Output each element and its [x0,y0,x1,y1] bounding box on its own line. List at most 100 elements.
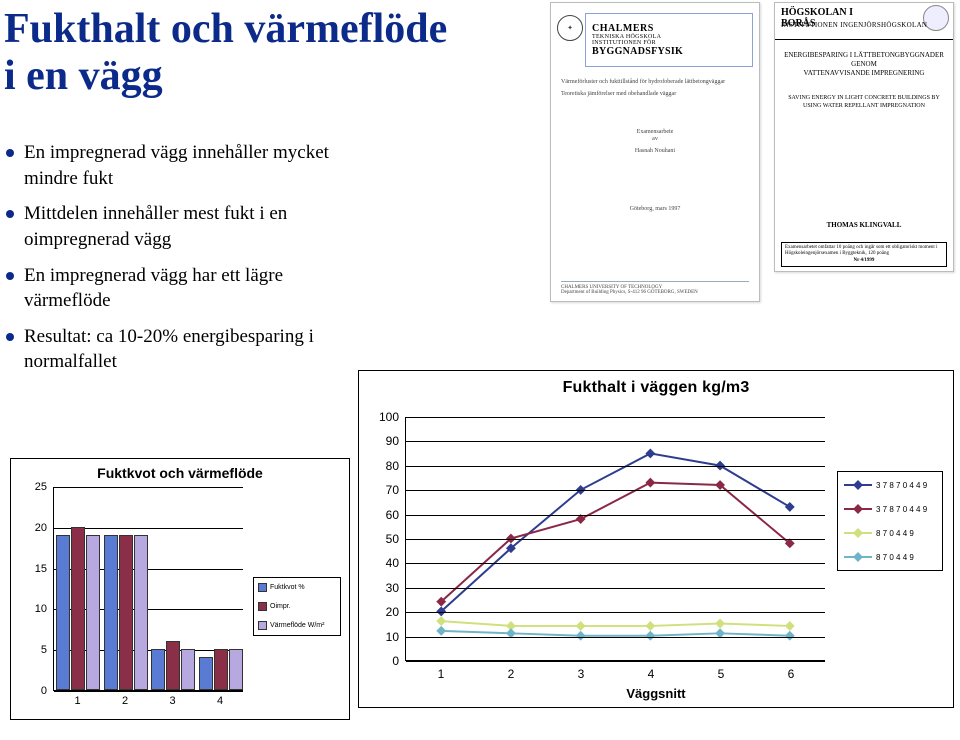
line-gridline [406,466,825,467]
doc2-foot-txt: Examensarbetet omfattar 10 poäng och ing… [785,245,943,257]
legend-label: Fuktkvot % [270,584,305,591]
series-marker [785,621,795,631]
bar-ytick-label: 20 [13,522,47,534]
line-gridline [406,417,825,418]
bar-ytick-label: 25 [13,481,47,493]
bullet-list: En impregnerad vägg innehåller mycket mi… [6,140,346,385]
bullet-dot-icon [6,333,14,341]
line-ytick-label: 50 [363,532,399,546]
line-gridline [406,588,825,589]
doc2-mid3: VATTENAVVISANDE IMPREGNERING [781,69,947,78]
line-ytick-label: 10 [363,630,399,644]
bar [214,649,228,690]
legend-label: Oimpr. [270,603,291,610]
line-chart-title: Fukthalt i väggen kg/m3 [359,379,953,397]
bullet-text: En impregnerad vägg har ett lägre värmef… [24,263,346,314]
legend-label: 8 7 0 4 4 9 [876,553,914,562]
page-title: Fukthalt och värmeflödei en vägg [4,6,447,100]
bullet-text: En impregnerad vägg innehåller mycket mi… [24,140,346,191]
bullet-item: Resultat: ca 10-20% energibesparing i no… [6,324,346,375]
line-ytick-label: 30 [363,581,399,595]
series-marker [436,626,446,636]
line-gridline [406,637,825,638]
series-marker [436,616,446,626]
bar-cluster [56,527,100,690]
line-ytick-label: 80 [363,459,399,473]
doc-footer: CHALMERS UNIVERSITY OF TECHNOLOGY Depart… [561,281,749,295]
doc-banner-line1: CHALMERS [592,23,752,34]
legend-item: 8 7 0 4 4 9 [844,552,936,562]
bullet-item: Mittdelen innehåller mest fukt i en oimp… [6,201,346,252]
series-marker [645,449,655,459]
bar [71,527,85,690]
doc2-mid1: ENERGIBESPARING I LÄTTBETONGBYGGNADER [781,51,947,60]
bar-xtick-label: 1 [54,695,101,707]
line-xtick-label: 2 [476,667,546,681]
bar [199,657,213,690]
doc-banner-line3: BYGGNADSFYSIK [592,46,752,57]
line-ytick-label: 70 [363,483,399,497]
line-xtick-label: 6 [756,667,826,681]
bullet-dot-icon [6,210,14,218]
doc-date: Göteborg, mars 1997 [561,206,749,214]
line-plot-area: 0102030405060708090100123456 [405,417,825,661]
bar-cluster [199,649,243,690]
line-xtick-label: 5 [686,667,756,681]
doc-body-title: Värmeförluster och fukttillstånd för hyd… [561,79,749,87]
line-chart-legend: 3 7 8 7 0 4 4 9 3 7 8 7 0 4 4 9 8 7 0 4 4 … [837,471,943,571]
bar-xtick-label: 3 [149,695,196,707]
legend-marker [844,528,872,538]
bar-cluster [151,641,195,690]
bullet-item: En impregnerad vägg har ett lägre värmef… [6,263,346,314]
doc2-foot-nr: Nr 4/1999 [785,258,943,264]
legend-label: 3 7 8 7 0 4 4 9 [876,505,927,514]
bar-plot-area: 05101520251234 [53,487,243,691]
doc-foot2: Department of Building Physics, S-412 96… [561,290,749,295]
chalmers-seal-icon: ✦ [557,15,583,41]
bar-ytick-label: 10 [13,603,47,615]
legend-item: 3 7 8 7 0 4 4 9 [844,504,936,514]
line-ytick-label: 0 [363,654,399,668]
line-gridline [406,490,825,491]
bar [166,641,180,690]
legend-item: 8 7 0 4 4 9 [844,528,936,538]
line-ytick-label: 40 [363,556,399,570]
doc2-rule [775,39,953,40]
legend-label: 3 7 8 7 0 4 4 9 [876,481,927,490]
bar-chart-panel: Fuktkvot och värmeflöde 05101520251234 F… [10,458,350,720]
series-marker [645,478,655,488]
doc2-mid2: GENOM [781,60,947,69]
series-marker [715,619,725,629]
bar [151,649,165,690]
bar [86,535,100,690]
doc2-sub: INSTITUTIONEN INGENJÖRSHÖGSKOLAN [781,21,927,29]
doc-body-sub: Teoretiska jämförelser med obehandlade v… [561,91,749,99]
line-ytick-label: 20 [363,605,399,619]
doc-body-exam: Examensarbeteav [561,129,749,145]
line-gridline [406,441,825,442]
line-chart-xlabel: Väggsnitt [359,686,953,701]
series-line [441,631,790,636]
legend-swatch [258,583,267,592]
bar [56,535,70,690]
series-marker [645,621,655,631]
legend-marker [844,480,872,490]
line-ytick-label: 100 [363,410,399,424]
bar-chart-legend: Fuktkvot % Oimpr. Värmeflöde W/m² [253,577,341,636]
legend-label: 8 7 0 4 4 9 [876,529,914,538]
doc-thumb-chalmers: ✦ CHALMERS TEKNISKA HÖGSKOLA INSTITUTION… [550,2,760,302]
line-gridline [406,539,825,540]
bar-ytick-label: 0 [13,685,47,697]
bar [229,649,243,690]
line-ytick-label: 90 [363,434,399,448]
doc-author: Hasnah Nouhani [561,148,749,156]
bar-xtick-label: 4 [197,695,244,707]
legend-item: 3 7 8 7 0 4 4 9 [844,480,936,490]
bullet-item: En impregnerad vägg innehåller mycket mi… [6,140,346,191]
line-gridline [406,612,825,613]
bar-cluster [104,535,148,690]
series-line [441,483,790,602]
legend-item: Värmeflöde W/m² [258,621,336,630]
doc2-mid4: SAVING ENERGY IN LIGHT CONCRETE BUILDING… [781,95,947,110]
doc-body: Värmeförluster och fukttillstånd för hyd… [561,79,749,214]
